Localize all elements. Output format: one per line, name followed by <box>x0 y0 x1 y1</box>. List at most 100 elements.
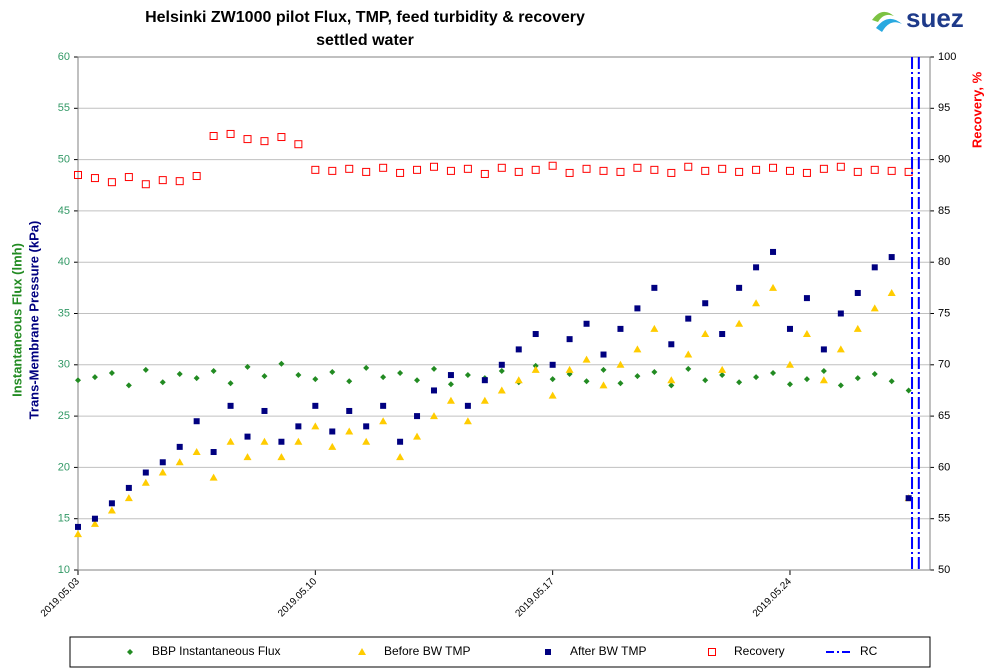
point <box>803 295 810 302</box>
point <box>429 162 438 171</box>
point <box>719 372 726 379</box>
point <box>668 382 675 389</box>
point <box>227 380 234 387</box>
point <box>278 360 285 367</box>
y2-axis-label: Recovery, % <box>969 71 984 148</box>
point <box>701 330 710 338</box>
point <box>819 376 828 384</box>
point <box>295 372 302 379</box>
point <box>820 346 827 353</box>
point <box>802 168 811 177</box>
point <box>142 469 149 476</box>
point <box>769 283 778 291</box>
legend-swatch <box>545 649 551 655</box>
y-tick-label: 30 <box>58 359 70 371</box>
logo-text: suez <box>906 3 964 33</box>
y-tick-label: 10 <box>58 564 70 576</box>
point <box>719 331 726 338</box>
y2-tick-label: 90 <box>938 154 950 166</box>
point <box>871 264 878 271</box>
point <box>770 370 777 377</box>
point <box>464 372 471 379</box>
legend-label: Before BW TMP <box>384 644 470 658</box>
point <box>91 374 98 381</box>
point <box>363 423 370 430</box>
point <box>785 360 794 368</box>
point <box>497 386 506 394</box>
point <box>209 473 218 481</box>
point <box>244 433 251 440</box>
point <box>90 519 99 527</box>
point <box>141 180 150 189</box>
point <box>413 432 422 440</box>
point <box>651 368 658 375</box>
point <box>820 367 827 374</box>
point <box>480 169 489 178</box>
point <box>514 167 523 176</box>
y2-tick-label: 100 <box>938 51 956 63</box>
y2-tick-label: 75 <box>938 307 950 319</box>
point <box>819 164 828 173</box>
y-tick-label: 55 <box>58 102 70 114</box>
point <box>260 437 269 445</box>
point <box>107 178 116 187</box>
point <box>853 167 862 176</box>
point <box>192 172 201 181</box>
point <box>770 248 777 255</box>
point <box>752 165 761 174</box>
point <box>158 176 167 185</box>
point <box>142 366 149 373</box>
y2-tick-label: 50 <box>938 564 950 576</box>
y-tick-label: 45 <box>58 205 70 217</box>
point <box>718 365 727 373</box>
point <box>905 387 912 394</box>
point <box>532 331 539 338</box>
point <box>836 345 845 353</box>
y-axis-label: Trans-Membrane Pressure (kPa) <box>26 221 41 420</box>
legend-label: Recovery <box>734 644 785 658</box>
point <box>176 443 183 450</box>
point <box>90 174 99 183</box>
point <box>583 320 590 327</box>
point <box>480 396 489 404</box>
point <box>363 364 370 371</box>
point <box>328 442 337 450</box>
point <box>634 373 641 380</box>
point <box>531 365 540 373</box>
point <box>633 163 642 172</box>
y2-tick-label: 95 <box>938 102 950 114</box>
point <box>837 310 844 317</box>
point <box>329 368 336 375</box>
point <box>243 453 252 461</box>
point <box>346 407 353 414</box>
point <box>786 381 793 388</box>
point <box>736 284 743 291</box>
point <box>277 133 286 142</box>
point <box>261 373 268 380</box>
point <box>736 379 743 386</box>
point <box>887 166 896 175</box>
point <box>124 173 133 182</box>
y-tick-label: 40 <box>58 256 70 268</box>
point <box>498 367 505 374</box>
point <box>107 506 116 514</box>
point <box>346 378 353 385</box>
point <box>447 381 454 388</box>
point <box>125 382 132 389</box>
point <box>854 289 861 296</box>
point <box>549 376 556 383</box>
point <box>311 422 320 430</box>
point <box>193 418 200 425</box>
point <box>888 254 895 261</box>
point <box>312 402 319 409</box>
point <box>837 382 844 389</box>
point <box>75 377 81 384</box>
x-tick-label: 2019.05.03 <box>39 576 82 619</box>
point <box>667 168 676 177</box>
x-tick-label: 2019.05.24 <box>751 576 794 619</box>
y-tick-label: 25 <box>58 410 70 422</box>
point <box>141 478 150 486</box>
y2-tick-label: 85 <box>938 205 950 217</box>
point <box>532 362 539 369</box>
point <box>599 381 608 389</box>
